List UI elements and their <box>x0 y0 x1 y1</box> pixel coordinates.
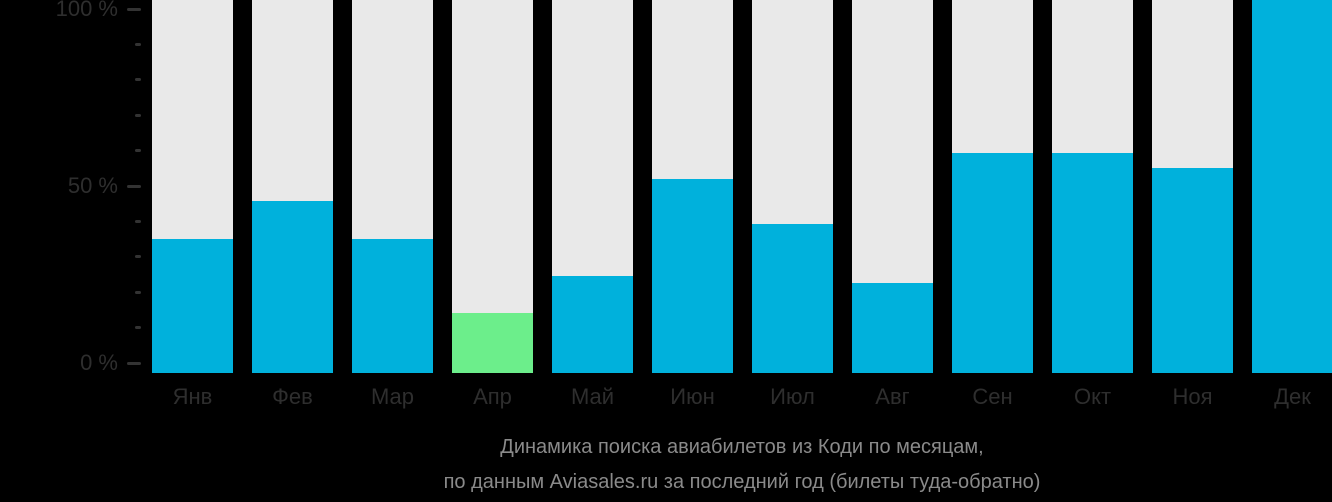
y-tick-label: 0 % <box>80 350 118 375</box>
y-tick-major <box>127 184 141 188</box>
x-axis-label: Авг <box>875 384 910 409</box>
y-tick-label: 100 % <box>55 0 118 21</box>
x-axis-label: Июн <box>670 384 715 409</box>
bar-column <box>152 0 233 373</box>
bar-column <box>452 0 533 373</box>
bar-fill-highlight <box>452 313 533 373</box>
bar-fill <box>652 179 733 373</box>
y-axis: 100 % 50 % 0 % <box>0 0 152 375</box>
y-tick-minor <box>135 326 141 330</box>
bar-column <box>952 0 1033 373</box>
bar-column <box>752 0 833 373</box>
bar-fill <box>952 152 1033 373</box>
bar-fill <box>352 238 433 373</box>
chart-title: Динамика поиска авиабилетов из Коди по м… <box>500 436 984 458</box>
bar-fill <box>252 201 333 373</box>
chart-caption: Динамика поиска авиабилетов из Коди по м… <box>152 430 1332 500</box>
y-tick-minor <box>135 219 141 223</box>
bar-column <box>252 0 333 373</box>
x-axis-label: Окт <box>1073 384 1112 409</box>
y-tick-major <box>127 7 141 11</box>
chart-subtitle: по данным Aviasales.ru за последний год … <box>443 471 1041 493</box>
x-axis-label: Дек <box>1274 384 1311 409</box>
x-axis-label: Июл <box>770 384 815 409</box>
bar-column <box>652 0 733 373</box>
bar-column <box>352 0 433 373</box>
y-tick-minor <box>135 255 141 259</box>
y-tick-minor <box>135 290 141 294</box>
bar-track <box>452 0 533 373</box>
x-axis-label: Янв <box>172 384 213 409</box>
x-axis-label: Май <box>570 384 615 409</box>
bar-fill <box>1052 152 1133 373</box>
x-axis-label: Фев <box>272 384 313 409</box>
x-axis-label: Мар <box>370 384 415 409</box>
bar-fill <box>1252 0 1332 373</box>
bar-fill <box>752 223 833 373</box>
plot-area <box>152 0 1332 373</box>
bar-column <box>1052 0 1133 373</box>
bar-fill <box>552 276 633 373</box>
y-tick-minor <box>135 149 141 153</box>
bar-column <box>1152 0 1233 373</box>
bar-column <box>1252 0 1332 373</box>
bar-column <box>552 0 633 373</box>
y-tick-minor <box>135 113 141 117</box>
x-axis-labels: Янв Фев Мар Апр Май Июн Июл Авг Сен Окт Ноя Дек <box>152 386 1332 408</box>
bar-column <box>852 0 933 373</box>
bar-fill <box>1152 167 1233 373</box>
y-tick-minor <box>135 42 141 46</box>
x-axis-label: Апр <box>473 384 512 409</box>
y-tick-label: 50 % <box>67 173 118 198</box>
x-axis-label: Сен <box>972 384 1013 409</box>
y-tick-minor <box>135 78 141 82</box>
y-tick-major <box>127 361 141 365</box>
bar-fill <box>852 283 933 373</box>
x-axis-label: Ноя <box>1172 384 1213 409</box>
bar-fill <box>152 238 233 373</box>
